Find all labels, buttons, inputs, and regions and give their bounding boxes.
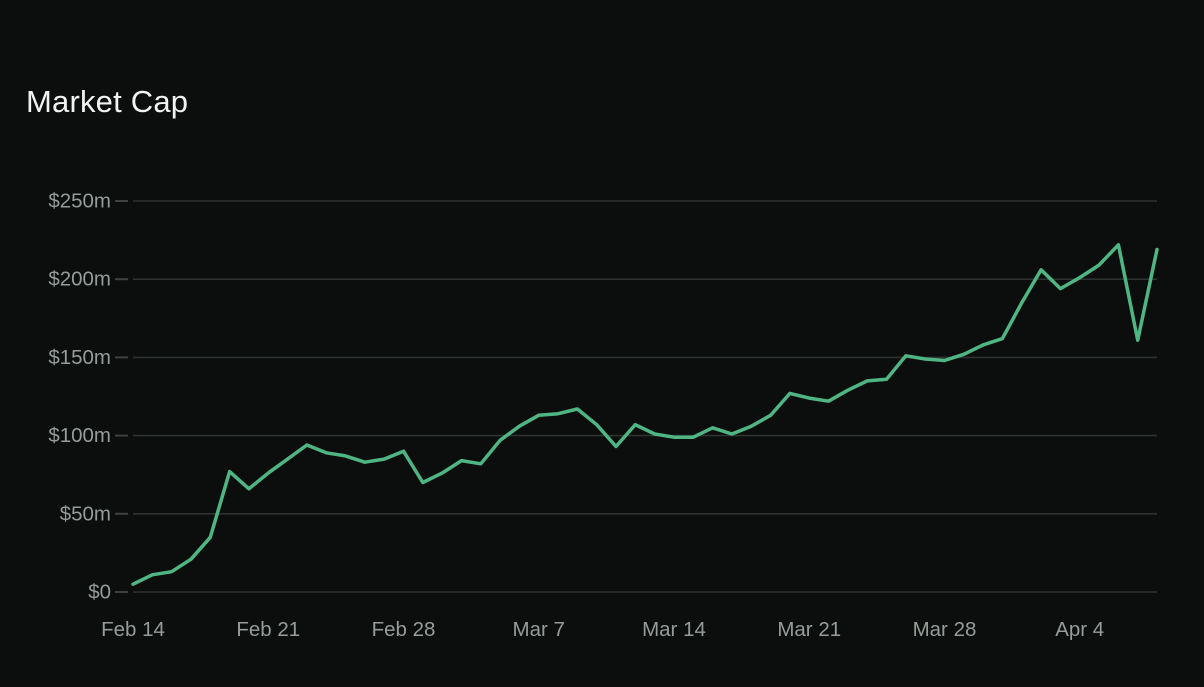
x-tick-label: Feb 14 — [101, 618, 165, 641]
y-tick-label: $100m — [48, 424, 111, 447]
y-tick-label: $50m — [60, 502, 111, 525]
chart-title: Market Cap — [26, 84, 189, 119]
x-tick-label: Feb 21 — [236, 618, 300, 641]
x-tick-label: Mar 7 — [513, 618, 565, 641]
x-tick-label: Apr 4 — [1055, 618, 1104, 641]
market-cap-series-line — [131, 243, 1159, 586]
x-tick-label: Mar 21 — [777, 618, 841, 641]
y-tick-label: $150m — [48, 346, 111, 369]
y-tick-label: $200m — [48, 268, 111, 291]
x-tick-label: Feb 28 — [372, 618, 436, 641]
y-tick-label: $250m — [48, 190, 111, 213]
y-tick-label: $0 — [88, 581, 111, 604]
x-tick-label: Mar 14 — [642, 618, 706, 641]
x-tick-label: Mar 28 — [913, 618, 977, 641]
